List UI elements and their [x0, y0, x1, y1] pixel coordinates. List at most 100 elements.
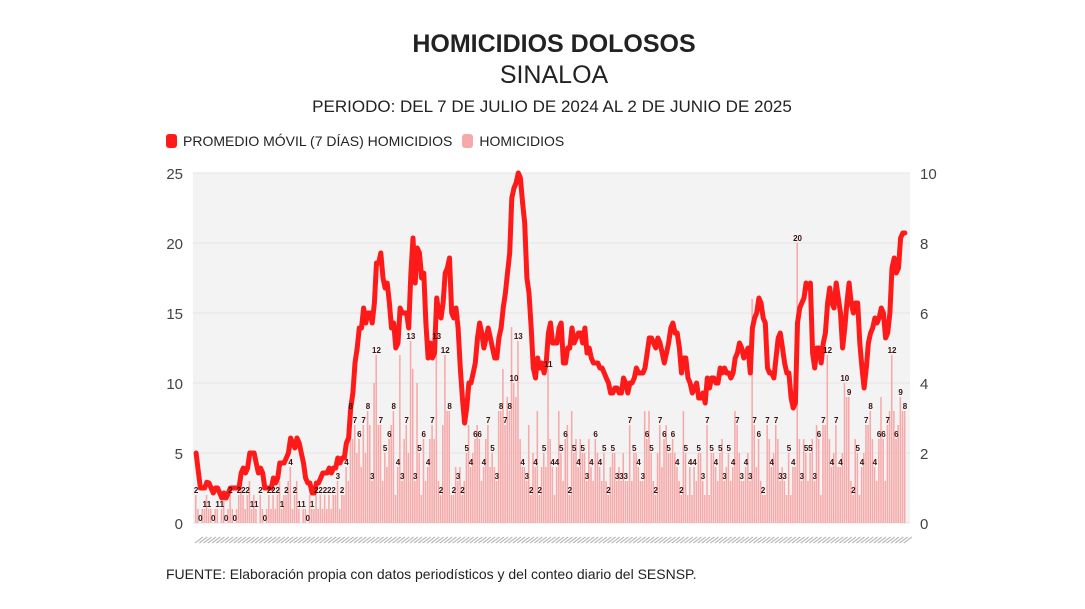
bar	[886, 425, 889, 523]
x-axis-tick-label	[899, 536, 908, 544]
bar-value-label: 2	[452, 486, 457, 495]
bar-value-label: 0	[211, 514, 216, 523]
bar	[712, 453, 715, 523]
bar	[270, 509, 272, 523]
bar-value-label: 12	[888, 346, 897, 355]
bar-value-label: 2	[529, 486, 534, 495]
bar-value-label: 4	[469, 458, 474, 467]
bar	[723, 481, 725, 523]
bar-value-label: 8	[447, 402, 452, 411]
x-axis-tick-label	[723, 536, 732, 544]
bar-value-label: 5	[804, 444, 809, 453]
bar	[884, 481, 887, 523]
bar-value-label: 7	[834, 416, 839, 425]
x-axis-tick-label	[280, 536, 290, 544]
bar	[332, 495, 335, 523]
x-axis-tick-label	[250, 536, 260, 544]
bar	[772, 453, 775, 523]
bar-value-label: 2	[271, 486, 276, 495]
x-axis-tick-label	[224, 536, 234, 544]
bar	[321, 509, 324, 523]
bar-value-label: 1	[207, 500, 212, 509]
bar-value-label: 6	[662, 430, 667, 439]
bar	[686, 495, 689, 523]
bar	[596, 453, 599, 523]
bar-value-label: 0	[263, 514, 268, 523]
bar-value-label: 6	[894, 430, 899, 439]
x-axis-tick-label	[465, 536, 475, 544]
chart-title: HOMICIDIOS DOLOSOS	[412, 30, 696, 58]
bar	[895, 439, 897, 523]
bar	[603, 453, 605, 523]
bar-value-label: 5	[572, 444, 577, 453]
bar	[779, 481, 781, 523]
left-axis-tick-label: 15	[166, 306, 183, 323]
bar-value-label: 6	[477, 430, 482, 439]
right-axis-tick-label: 8	[920, 236, 928, 253]
bar	[356, 453, 358, 523]
x-axis-tick-label	[783, 536, 792, 544]
bar	[880, 397, 882, 523]
bar	[377, 425, 380, 523]
bar-value-label: 4	[426, 458, 431, 467]
bar-value-label: 5	[490, 444, 495, 453]
bar-value-label: 2	[568, 486, 573, 495]
bar	[265, 509, 268, 523]
bar-value-label: 5	[465, 444, 470, 453]
bar-value-label: 5	[666, 444, 671, 453]
x-axis-tick-label	[873, 536, 883, 544]
bar	[802, 439, 805, 523]
x-axis-tick-label	[641, 536, 651, 544]
bar-value-label: 7	[361, 416, 366, 425]
bar-value-label: 12	[372, 346, 381, 355]
bar	[839, 467, 841, 523]
bar	[665, 425, 667, 523]
bar	[824, 425, 826, 523]
bar	[755, 467, 758, 523]
bar	[777, 439, 779, 523]
x-axis-tick-label	[808, 536, 818, 544]
bar-value-label: 4	[688, 458, 693, 467]
bar-value-label: 5	[542, 444, 547, 453]
x-axis-tick-label	[688, 536, 698, 544]
bar	[435, 341, 438, 523]
bar	[652, 481, 655, 523]
right-axis-tick-label: 4	[920, 376, 928, 393]
bar	[671, 439, 674, 523]
bar	[401, 481, 403, 523]
bar-value-label: 3	[748, 472, 753, 481]
bar	[742, 481, 745, 523]
bar	[461, 495, 463, 523]
bar	[478, 439, 481, 523]
bar	[207, 509, 210, 523]
bar	[611, 453, 614, 523]
bar	[792, 467, 794, 523]
x-axis-tick-label	[422, 536, 432, 544]
bar-value-label: 7	[658, 416, 663, 425]
bar	[547, 369, 549, 523]
x-axis-tick-label	[847, 536, 857, 544]
bar	[704, 495, 706, 523]
bar-value-label: 5	[696, 444, 701, 453]
bar	[280, 509, 283, 523]
bar	[448, 411, 451, 523]
bar	[433, 439, 435, 523]
bar	[381, 481, 384, 523]
bar	[863, 453, 865, 523]
bar-value-label: 6	[817, 430, 822, 439]
x-axis-tick-label	[701, 536, 711, 544]
bar-value-label: 2	[237, 486, 242, 495]
bar	[261, 509, 264, 523]
x-axis-tick-label	[443, 536, 453, 544]
bar	[308, 495, 311, 523]
bar	[278, 481, 281, 523]
x-axis-tick-label	[482, 536, 492, 544]
bar	[646, 439, 648, 523]
bar-value-label: 2	[293, 486, 298, 495]
bar	[197, 509, 199, 523]
x-axis-tick-label	[525, 536, 535, 544]
bar-value-label: 5	[808, 444, 813, 453]
x-axis-tick-label	[353, 536, 363, 544]
legend-label-homicides: HOMICIDIOS	[479, 133, 565, 149]
x-axis-tick-label	[761, 536, 771, 544]
